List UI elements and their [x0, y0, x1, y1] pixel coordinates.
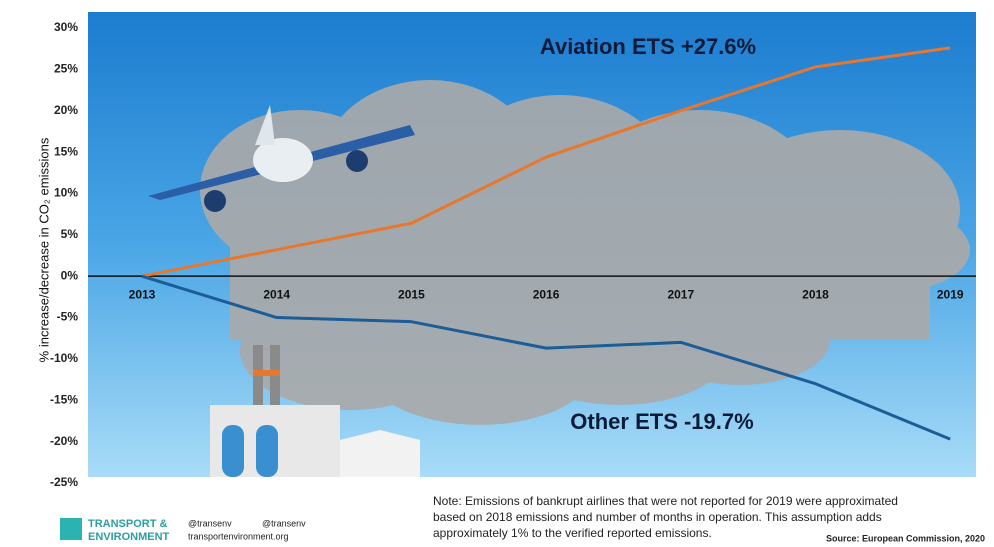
social-handle: @transenv: [188, 518, 232, 528]
x-tick-label: 2013: [129, 287, 156, 301]
x-tick-label: 2016: [533, 287, 560, 301]
logo-mark: [60, 518, 82, 540]
factory-decoration: [210, 345, 420, 477]
x-tick-label: 2015: [398, 287, 425, 301]
data-line: [141, 274, 951, 441]
annotation: Aviation ETS +27.6%: [540, 34, 756, 59]
logo-text: ENVIRONMENT: [88, 531, 170, 543]
social-handle: @transenv: [262, 518, 306, 528]
x-tick-label: 2019: [937, 287, 964, 301]
website: transportenvironment.org: [188, 531, 289, 541]
y-tick-label: 30%: [54, 20, 78, 34]
x-tick-label: 2017: [667, 287, 694, 301]
y-tick-label: -20%: [50, 434, 78, 448]
y-tick-label: -25%: [50, 475, 78, 489]
y-tick-label: 25%: [54, 62, 78, 76]
y-tick-label: -15%: [50, 392, 78, 406]
y-tick-label: -5%: [57, 310, 79, 324]
y-tick-label: 20%: [54, 103, 78, 117]
x-tick-label: 2018: [802, 287, 829, 301]
y-tick-label: 10%: [54, 186, 78, 200]
y-tick-label: 5%: [61, 227, 79, 241]
annotation: Other ETS -19.7%: [570, 409, 753, 434]
plane-decoration: [148, 105, 415, 212]
source: Source: European Commission, 2020: [826, 533, 985, 543]
y-tick-label: -10%: [50, 351, 78, 365]
y-tick-label: 15%: [54, 144, 78, 158]
note: approximately 1% to the verified reporte…: [433, 526, 712, 540]
x-tick-label: 2014: [263, 287, 290, 301]
logo-text: TRANSPORT &: [88, 518, 168, 530]
y-axis-label: % increase/decrease in CO₂ emissions: [36, 137, 51, 362]
y-tick-label: 0%: [61, 268, 79, 282]
note: Note: Emissions of bankrupt airlines tha…: [433, 494, 898, 508]
data-line: [141, 46, 951, 278]
note: based on 2018 emissions and number of mo…: [433, 510, 882, 524]
